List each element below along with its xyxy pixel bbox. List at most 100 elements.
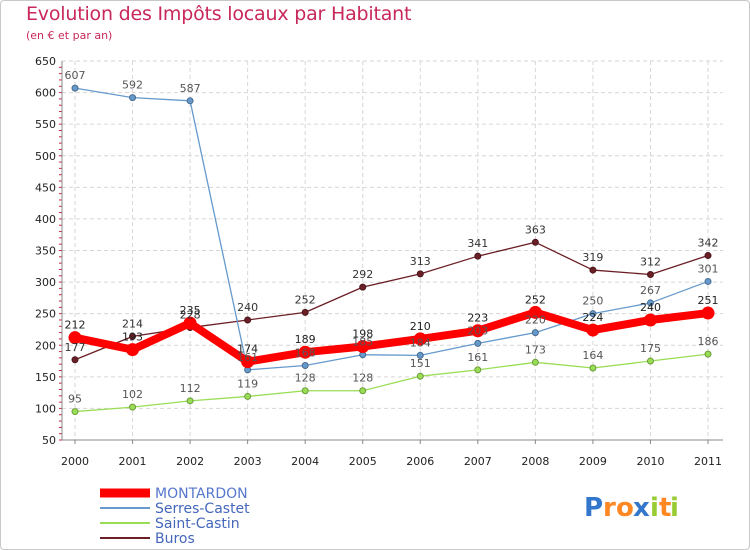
data-label-buros: 313 <box>410 255 431 268</box>
y-tick-label: 450 <box>35 181 56 194</box>
data-label-montardon: 251 <box>698 294 719 307</box>
logo-letter: t <box>659 493 671 523</box>
point-saint-castin <box>704 350 712 358</box>
data-label-montardon: 223 <box>467 312 488 325</box>
logo-letter: o <box>616 493 634 523</box>
legend-item-buros: Buros <box>100 531 195 547</box>
data-label-saint-castin: 161 <box>467 351 488 364</box>
data-label-buros: 319 <box>582 251 603 264</box>
point-serres-castet <box>474 339 482 347</box>
point-saint-castin <box>244 392 252 400</box>
point-serres-castet <box>646 299 654 307</box>
point-montardon <box>356 340 370 354</box>
series-lines <box>68 84 715 416</box>
data-label-serres-castet: 203 <box>467 324 488 337</box>
data-label-buros: 240 <box>237 301 258 314</box>
x-tick-label: 2007 <box>464 455 492 468</box>
point-buros <box>646 271 654 279</box>
point-serres-castet <box>129 94 137 102</box>
y-tick-label: 300 <box>35 276 56 289</box>
data-label-serres-castet: 607 <box>65 69 86 82</box>
data-label-serres-castet: 267 <box>640 284 661 297</box>
point-montardon <box>528 305 542 319</box>
x-tick-label: 2001 <box>119 455 147 468</box>
point-serres-castet <box>71 84 79 92</box>
series-line-serres-castet <box>74 87 709 371</box>
data-label-buros: 214 <box>122 317 143 330</box>
point-saint-castin <box>646 357 654 365</box>
logo-letter: i <box>670 493 679 523</box>
y-tick-label: 400 <box>35 213 56 226</box>
legend-label: Buros <box>155 531 195 547</box>
data-label-montardon: 224 <box>582 311 603 324</box>
point-montardon <box>298 345 312 359</box>
point-montardon <box>586 323 600 337</box>
x-tick-label: 2002 <box>176 455 204 468</box>
data-label-saint-castin: 119 <box>237 377 258 390</box>
y-tick-label: 500 <box>35 150 56 163</box>
data-label-saint-castin: 173 <box>525 343 546 356</box>
point-buros <box>129 332 137 340</box>
data-label-serres-castet: 301 <box>698 262 719 275</box>
point-saint-castin <box>71 408 79 416</box>
x-tick-label: 2009 <box>579 455 607 468</box>
point-serres-castet <box>186 97 194 105</box>
data-label-montardon: 189 <box>295 333 316 346</box>
data-label-buros: 312 <box>640 256 661 269</box>
x-tick-label: 2004 <box>291 455 319 468</box>
point-montardon <box>413 332 427 346</box>
point-montardon <box>701 306 715 320</box>
point-buros <box>244 316 252 324</box>
data-label-buros: 228 <box>180 309 201 322</box>
data-label-montardon: 235 <box>180 304 201 317</box>
legend-label: Serres-Castet <box>155 501 250 517</box>
data-label-saint-castin: 164 <box>582 349 603 362</box>
point-serres-castet <box>531 329 539 337</box>
point-serres-castet <box>416 351 424 359</box>
data-label-serres-castet: 592 <box>122 79 143 92</box>
data-label-montardon: 252 <box>525 293 546 306</box>
data-label-serres-castet: 587 <box>180 82 201 95</box>
y-tick-label: 250 <box>35 308 56 321</box>
point-saint-castin <box>301 387 309 395</box>
point-buros <box>474 252 482 260</box>
point-saint-castin <box>531 358 539 366</box>
x-tick-label: 2008 <box>521 455 549 468</box>
data-label-saint-castin: 186 <box>698 335 719 348</box>
data-label-serres-castet: 184 <box>410 336 431 349</box>
y-tick-label: 650 <box>35 55 56 68</box>
point-montardon <box>241 355 255 369</box>
y-tick-label: 150 <box>35 371 56 384</box>
chart-subtitle: (en € et par an) <box>26 29 113 42</box>
data-label-montardon: 240 <box>640 301 661 314</box>
point-buros <box>531 238 539 246</box>
point-saint-castin <box>359 387 367 395</box>
data-label-buros: 342 <box>698 237 719 250</box>
point-montardon <box>183 316 197 330</box>
point-saint-castin <box>474 366 482 374</box>
point-buros <box>704 252 712 260</box>
point-saint-castin <box>589 364 597 372</box>
x-tick-label: 2003 <box>234 455 262 468</box>
point-saint-castin <box>186 397 194 405</box>
data-label-montardon: 212 <box>65 319 86 332</box>
data-labels: 177 214 228 240 252 292 313 341 363 319 312 342 95 10… <box>65 69 719 405</box>
point-serres-castet <box>589 310 597 318</box>
point-buros <box>359 283 367 291</box>
legend-label: Saint-Castin <box>155 516 240 532</box>
data-label-serres-castet: 220 <box>525 314 546 327</box>
point-saint-castin <box>416 372 424 380</box>
logo-letter: i <box>650 493 659 523</box>
legend-item-montardon: MONTARDON <box>100 486 248 502</box>
data-label-serres-castet: 161 <box>237 351 258 364</box>
point-montardon <box>126 343 140 357</box>
chart-title: Evolution des Impôts locaux par Habitant <box>26 3 412 25</box>
x-tick-label: 2011 <box>694 455 722 468</box>
series-line-saint-castin <box>74 353 709 413</box>
data-label-saint-castin: 151 <box>410 357 431 370</box>
point-buros <box>71 356 79 364</box>
x-tick-label: 2006 <box>406 455 434 468</box>
